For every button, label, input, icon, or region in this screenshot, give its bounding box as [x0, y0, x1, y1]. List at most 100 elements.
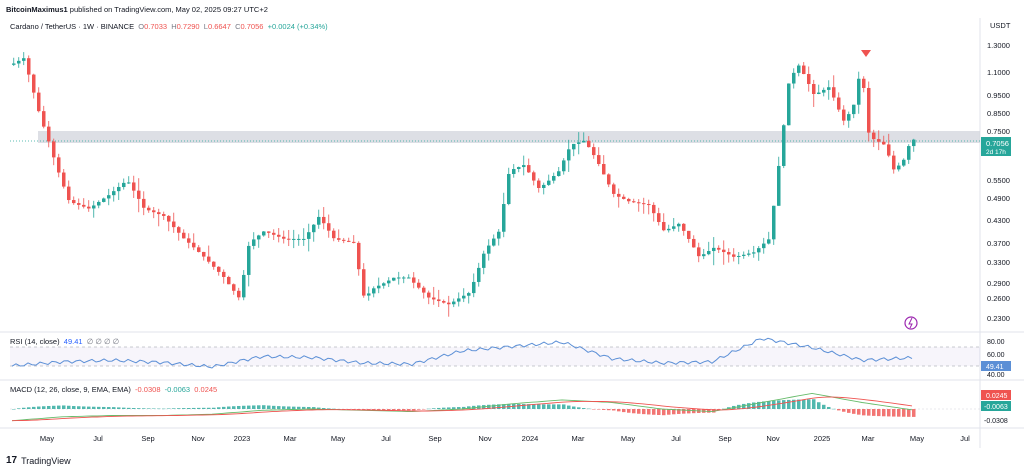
- candle-body: [197, 247, 201, 252]
- macd-bar: [892, 409, 896, 417]
- macd-bar: [182, 408, 186, 409]
- candle-body: [727, 252, 731, 255]
- candle-body: [777, 165, 781, 206]
- candle-body: [377, 285, 381, 289]
- macd-bar: [172, 408, 176, 409]
- resistance-zone: [38, 131, 980, 143]
- macd-bar: [687, 409, 691, 414]
- candle-body: [157, 212, 161, 215]
- candle-body: [447, 302, 451, 305]
- macd-bar: [292, 406, 296, 409]
- candle-body: [397, 277, 401, 279]
- macd-bar: [632, 409, 636, 414]
- macd-bar: [502, 404, 506, 409]
- candle-body: [662, 222, 666, 231]
- candle-body: [707, 251, 711, 255]
- candle-body: [117, 187, 121, 192]
- macd-bar: [332, 408, 336, 410]
- candle-body: [372, 288, 376, 294]
- candle-body: [102, 198, 106, 202]
- rsi-line: [11, 337, 913, 369]
- candle-body: [807, 74, 811, 85]
- candle-body: [212, 261, 216, 267]
- macd-bar: [887, 409, 891, 417]
- macd-bar: [567, 405, 571, 409]
- candle-body: [322, 216, 326, 224]
- macd-bar: [337, 408, 341, 410]
- macd-bar: [762, 401, 766, 409]
- macd-bar: [42, 406, 46, 409]
- candle-body: [497, 231, 501, 239]
- macd-bar: [427, 408, 431, 410]
- candle-body: [267, 231, 271, 233]
- macd-bar: [277, 406, 281, 409]
- macd-bar: [47, 405, 51, 409]
- macd-bar: [242, 405, 246, 409]
- macd-bar: [857, 409, 861, 415]
- symbol-title[interactable]: Cardano / TetherUS · 1W · BINANCE: [10, 22, 135, 31]
- lightning-icon[interactable]: [904, 316, 918, 330]
- macd-bar: [272, 405, 276, 409]
- candle-body: [802, 65, 806, 75]
- candle-body: [262, 231, 266, 236]
- macd-bar: [827, 406, 831, 409]
- macd-bar: [302, 406, 306, 409]
- macd-tag-1: [981, 390, 1011, 400]
- candle-body: [587, 140, 591, 148]
- candle-body: [632, 201, 636, 203]
- price-axis[interactable]: 1.30001.10000.95000.85000.75000.65000.55…: [987, 41, 1010, 323]
- time-axis-label: 2023: [234, 434, 251, 443]
- macd-bar: [682, 409, 686, 414]
- candle-body: [622, 196, 626, 199]
- candle-body: [647, 204, 651, 206]
- open-value: 0.7033: [144, 22, 168, 31]
- last-price-tag: [981, 137, 1011, 156]
- candle-body: [567, 149, 571, 161]
- macd-bar: [157, 408, 161, 410]
- macd-bar: [792, 399, 796, 409]
- time-axis-label: 2025: [814, 434, 831, 443]
- macd-bar: [102, 406, 106, 409]
- rsi-value-tag: [981, 361, 1011, 371]
- candle-body: [137, 190, 141, 199]
- macd-bar: [147, 408, 151, 409]
- rsi-level-80: 80.00: [987, 339, 1005, 346]
- candle-body: [687, 230, 691, 239]
- tradingview-brand: TradingView: [21, 455, 71, 466]
- candle-body: [237, 290, 241, 298]
- candle-body: [272, 232, 276, 235]
- down-arrow-icon: [861, 50, 871, 57]
- rsi-label[interactable]: RSI (14, close): [10, 337, 60, 346]
- macd-bar: [747, 403, 751, 409]
- macd-bar: [807, 399, 811, 409]
- macd-bar: [497, 404, 501, 409]
- candle-body: [512, 169, 516, 175]
- price-axis-label: 0.4300: [987, 216, 1010, 225]
- macd-bar: [777, 400, 781, 409]
- macd-bar: [167, 408, 171, 409]
- macd-label[interactable]: MACD (12, 26, close, 9, EMA, EMA): [10, 385, 131, 394]
- candle-body: [297, 238, 301, 240]
- candle-body: [722, 249, 726, 253]
- candle-body: [837, 97, 841, 110]
- countdown-label: 2d 17h: [986, 149, 1006, 156]
- candle-body: [227, 276, 231, 285]
- macd-bar: [492, 404, 496, 409]
- candle-body: [772, 205, 776, 240]
- macd-bar: [287, 406, 291, 409]
- candle-body: [252, 239, 256, 246]
- candle-body: [482, 253, 486, 268]
- macd-bar: [222, 406, 226, 409]
- publisher-name[interactable]: BitcoinMaximus1: [6, 5, 68, 14]
- macd-tag-2: [981, 401, 1011, 411]
- macd-bar: [227, 406, 231, 409]
- macd-bar: [487, 404, 491, 409]
- close-value: 0.7056: [240, 22, 264, 31]
- time-axis[interactable]: May Jul Sep Nov 2023 Mar May Jul Sep Nov 2024 Mar Ma…: [40, 434, 970, 443]
- tradingview-logo[interactable]: 17 TradingView: [6, 455, 71, 466]
- candle-body: [147, 207, 151, 211]
- candle-body: [122, 182, 126, 188]
- candle-body: [627, 198, 631, 202]
- candle-body: [72, 200, 76, 204]
